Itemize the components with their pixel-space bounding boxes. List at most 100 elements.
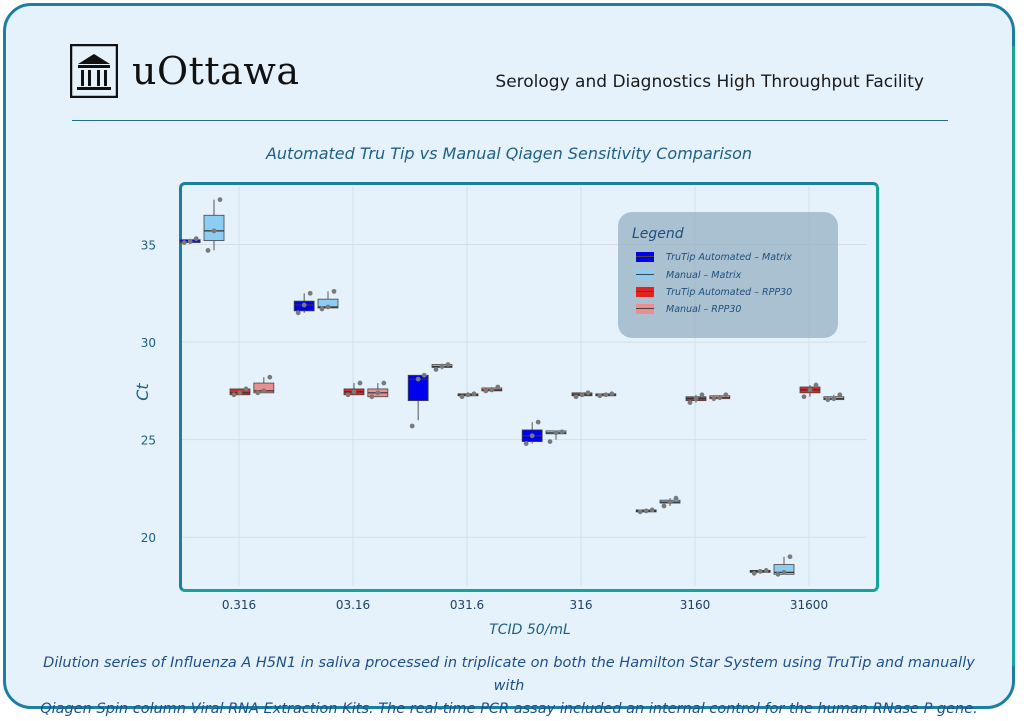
x-tick-label: 0.316 — [222, 598, 256, 612]
header-divider — [72, 120, 948, 121]
y-tick-label: 30 — [141, 336, 156, 350]
point-trutip-rpp30 — [699, 392, 705, 398]
logo-text: uOttawa — [132, 49, 300, 93]
legend-item-trutip-matrix: TruTip Automated – Matrix — [636, 250, 792, 264]
point-trutip-rpp30 — [237, 390, 243, 396]
legend-label: TruTip Automated – RPP30 — [666, 286, 793, 298]
point-manual-matrix — [781, 569, 787, 575]
point-manual-matrix — [205, 247, 211, 253]
point-trutip-rpp30 — [573, 394, 579, 400]
point-manual-matrix — [433, 367, 439, 372]
facility-name: Serology and Diagnostics High Throughput… — [495, 72, 924, 92]
point-trutip-matrix — [193, 236, 199, 242]
point-manual-rpp30 — [489, 387, 495, 393]
point-trutip-rpp30 — [807, 387, 813, 393]
point-trutip-matrix — [757, 568, 763, 574]
point-trutip-rpp30 — [585, 390, 591, 396]
point-manual-rpp30 — [723, 392, 729, 398]
point-trutip-rpp30 — [813, 382, 819, 388]
point-trutip-matrix — [643, 508, 649, 514]
point-manual-matrix — [547, 439, 553, 445]
point-trutip-rpp30 — [801, 394, 807, 400]
point-manual-rpp30 — [831, 396, 837, 402]
point-manual-rpp30 — [711, 396, 717, 402]
point-manual-rpp30 — [603, 392, 609, 398]
point-trutip-matrix — [649, 507, 655, 513]
y-tick-label: 35 — [141, 239, 156, 253]
point-manual-rpp30 — [495, 384, 501, 390]
figure-caption: Dilution series of Influenza A H5N1 in s… — [26, 652, 992, 721]
point-manual-matrix — [211, 228, 217, 234]
point-trutip-matrix — [535, 419, 541, 425]
point-trutip-matrix — [295, 310, 301, 316]
point-manual-rpp30 — [369, 394, 375, 400]
box-trutip-matrix — [407, 374, 429, 402]
point-manual-rpp30 — [597, 393, 603, 399]
point-manual-matrix — [667, 499, 673, 505]
point-manual-rpp30 — [717, 395, 723, 401]
x-axis-label: TCID 50/mL — [489, 622, 571, 638]
point-trutip-matrix — [409, 423, 415, 429]
point-manual-matrix — [217, 197, 223, 203]
point-manual-rpp30 — [267, 374, 273, 380]
point-manual-rpp30 — [255, 390, 261, 396]
point-trutip-rpp30 — [579, 392, 585, 398]
point-trutip-matrix — [307, 290, 313, 296]
point-trutip-rpp30 — [471, 391, 477, 397]
point-manual-matrix — [661, 503, 667, 509]
point-manual-matrix — [553, 430, 559, 436]
point-trutip-rpp30 — [693, 396, 699, 402]
point-trutip-matrix — [763, 567, 769, 573]
point-trutip-rpp30 — [345, 392, 351, 398]
point-manual-matrix — [445, 362, 451, 367]
caption-line-1: Dilution series of Influenza A H5N1 in s… — [43, 655, 975, 694]
point-trutip-rpp30 — [357, 380, 363, 386]
point-manual-matrix — [319, 306, 325, 312]
point-trutip-rpp30 — [243, 386, 249, 392]
point-trutip-rpp30 — [459, 394, 465, 400]
x-tick-label: 316 — [570, 598, 593, 612]
y-tick-label: 25 — [141, 434, 156, 448]
legend-label: Manual – Matrix — [666, 269, 742, 281]
legend: Legend TruTip Automated – Matrix Manual … — [618, 212, 838, 338]
point-manual-rpp30 — [609, 391, 615, 397]
university-building-icon — [70, 44, 118, 98]
point-trutip-rpp30 — [351, 389, 357, 395]
point-trutip-rpp30 — [231, 392, 237, 398]
point-trutip-matrix — [751, 570, 757, 576]
legend-item-manual-matrix: Manual – Matrix — [636, 268, 741, 282]
box-manual-matrix — [203, 214, 225, 242]
box-plot: 20 25 30 35 0.316 03.16 031.6 316 3160 31600 TCID … — [133, 186, 866, 638]
x-tick-label: 31600 — [790, 598, 828, 612]
legend-item-trutip-rpp30: TruTip Automated – RPP30 — [636, 285, 792, 299]
point-manual-matrix — [325, 304, 331, 310]
point-manual-matrix — [673, 495, 679, 501]
legend-swatch — [636, 304, 654, 314]
chart-frame — [179, 182, 879, 592]
point-manual-matrix — [439, 364, 445, 369]
point-manual-rpp30 — [837, 392, 843, 398]
point-manual-matrix — [559, 429, 565, 435]
x-tick-label: 03.16 — [336, 598, 370, 612]
point-trutip-matrix — [415, 376, 421, 382]
point-trutip-matrix — [421, 372, 427, 378]
x-tick-label: 031.6 — [450, 598, 484, 612]
point-manual-rpp30 — [483, 388, 489, 394]
legend-label: Manual – RPP30 — [666, 303, 742, 315]
point-manual-matrix — [775, 571, 781, 577]
chart-title: Automated Tru Tip vs Manual Qiagen Sensi… — [265, 144, 753, 163]
legend-swatch — [636, 270, 654, 280]
point-trutip-matrix — [187, 239, 193, 245]
y-tick-label: 20 — [141, 531, 156, 545]
point-manual-matrix — [331, 288, 337, 294]
point-trutip-matrix — [529, 433, 535, 439]
point-trutip-rpp30 — [687, 400, 693, 405]
y-axis-label: Ct — [133, 383, 152, 401]
legend-title: Legend — [632, 226, 684, 242]
uottawa-logo: uOttawa — [70, 44, 300, 98]
point-trutip-matrix — [523, 441, 529, 446]
point-manual-rpp30 — [261, 388, 267, 394]
point-trutip-matrix — [181, 240, 187, 245]
point-trutip-matrix — [301, 302, 307, 308]
point-manual-matrix — [787, 554, 793, 560]
